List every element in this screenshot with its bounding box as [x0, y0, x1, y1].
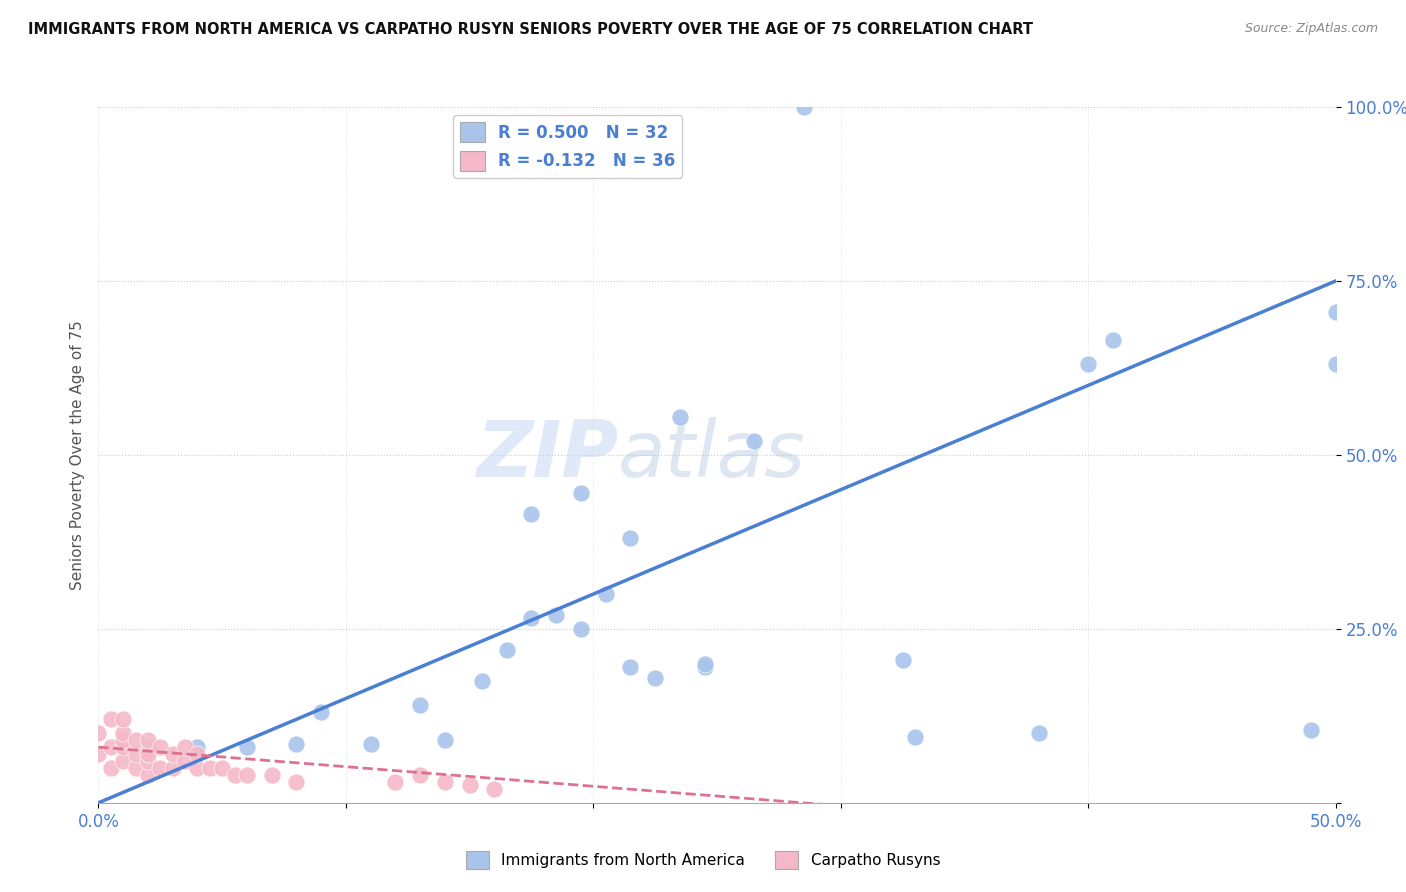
Point	[136, 747, 159, 761]
Legend: Immigrants from North America, Carpatho Rusyns: Immigrants from North America, Carpatho …	[460, 845, 946, 875]
Point	[458, 778, 481, 792]
Point	[124, 733, 146, 747]
Point	[793, 100, 815, 114]
Point	[904, 730, 927, 744]
Point	[1102, 333, 1125, 347]
Point	[644, 671, 666, 685]
Point	[285, 775, 308, 789]
Point	[619, 660, 641, 674]
Point	[149, 761, 172, 775]
Point	[112, 712, 135, 726]
Point	[693, 657, 716, 671]
Point	[595, 587, 617, 601]
Point	[484, 781, 506, 796]
Point	[520, 507, 543, 521]
Point	[149, 740, 172, 755]
Point	[186, 740, 208, 755]
Point	[112, 733, 135, 747]
Point	[87, 726, 110, 740]
Point	[162, 761, 184, 775]
Point	[1299, 723, 1322, 737]
Point	[619, 532, 641, 546]
Point	[112, 740, 135, 755]
Point	[546, 607, 568, 622]
Point	[174, 754, 197, 768]
Point	[891, 653, 914, 667]
Point	[1324, 358, 1347, 372]
Point	[1324, 305, 1347, 319]
Text: ZIP: ZIP	[475, 417, 619, 493]
Point	[1077, 358, 1099, 372]
Point	[136, 740, 159, 755]
Point	[186, 747, 208, 761]
Point	[162, 747, 184, 761]
Point	[224, 768, 246, 782]
Point	[186, 761, 208, 775]
Point	[693, 660, 716, 674]
Point	[433, 775, 456, 789]
Point	[112, 726, 135, 740]
Point	[136, 733, 159, 747]
Text: atlas: atlas	[619, 417, 806, 493]
Point	[87, 747, 110, 761]
Point	[471, 674, 494, 689]
Point	[124, 747, 146, 761]
Point	[409, 698, 432, 713]
Point	[309, 706, 332, 720]
Legend: R = 0.500   N = 32, R = -0.132   N = 36: R = 0.500 N = 32, R = -0.132 N = 36	[453, 115, 682, 178]
Point	[495, 642, 517, 657]
Point	[100, 740, 122, 755]
Point	[236, 768, 259, 782]
Point	[569, 622, 592, 636]
Point	[1028, 726, 1050, 740]
Text: Source: ZipAtlas.com: Source: ZipAtlas.com	[1244, 22, 1378, 36]
Point	[236, 740, 259, 755]
Y-axis label: Seniors Poverty Over the Age of 75: Seniors Poverty Over the Age of 75	[69, 320, 84, 590]
Point	[174, 740, 197, 755]
Point	[433, 733, 456, 747]
Point	[669, 409, 692, 424]
Point	[211, 761, 233, 775]
Point	[100, 712, 122, 726]
Point	[124, 761, 146, 775]
Text: IMMIGRANTS FROM NORTH AMERICA VS CARPATHO RUSYN SENIORS POVERTY OVER THE AGE OF : IMMIGRANTS FROM NORTH AMERICA VS CARPATH…	[28, 22, 1033, 37]
Point	[409, 768, 432, 782]
Point	[198, 761, 221, 775]
Point	[360, 737, 382, 751]
Point	[136, 768, 159, 782]
Point	[384, 775, 406, 789]
Point	[569, 486, 592, 500]
Point	[520, 611, 543, 625]
Point	[136, 754, 159, 768]
Point	[112, 754, 135, 768]
Point	[100, 761, 122, 775]
Point	[742, 434, 765, 448]
Point	[285, 737, 308, 751]
Point	[260, 768, 283, 782]
